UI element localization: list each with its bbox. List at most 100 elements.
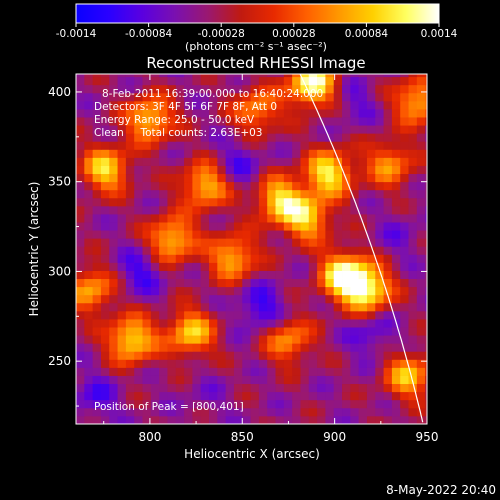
heatmap-cell <box>350 74 360 78</box>
heatmap-cell <box>350 165 360 175</box>
heatmap-cell <box>400 254 409 263</box>
heatmap-cell <box>400 238 409 247</box>
heatmap-cell <box>366 84 376 94</box>
heatmap-cell <box>375 302 384 312</box>
heatmap-cell <box>258 367 268 376</box>
heatmap-cell <box>159 415 168 424</box>
heatmap-cell <box>184 109 193 118</box>
heatmap-cell <box>300 310 310 320</box>
heatmap-cell <box>167 157 177 166</box>
heatmap-cell <box>175 189 185 199</box>
heatmap-cell <box>242 222 251 231</box>
heatmap-cell <box>275 407 285 417</box>
heatmap-cell <box>267 189 276 199</box>
heatmap-cell <box>408 92 418 102</box>
heatmap-cell <box>325 278 335 288</box>
heatmap-cell <box>225 294 235 304</box>
heatmap-cell <box>300 125 310 134</box>
heatmap-cell <box>159 76 168 86</box>
colorbar-tick-label: 0.00028 <box>272 28 315 40</box>
heatmap-cell <box>400 383 409 393</box>
heatmap-cell <box>408 205 418 215</box>
heatmap-cell <box>400 415 409 424</box>
heatmap-cell <box>192 230 202 239</box>
heatmap-cell <box>233 391 243 401</box>
heatmap-cell <box>125 165 135 175</box>
heatmap-cell <box>267 157 276 166</box>
heatmap-cell <box>416 399 426 409</box>
heatmap-cell <box>400 327 409 336</box>
heatmap-cell <box>92 246 102 255</box>
heatmap-cell <box>325 351 335 360</box>
heatmap-cell <box>209 189 218 199</box>
heatmap-cell <box>416 310 426 320</box>
heatmap-cell <box>134 294 143 304</box>
heatmap-cell <box>225 351 235 360</box>
heatmap-cell <box>383 157 393 166</box>
heatmap-cell <box>425 214 427 223</box>
heatmap-cell <box>383 149 393 158</box>
heatmap-cell <box>358 125 368 134</box>
heatmap-cell <box>233 222 243 231</box>
heatmap-cell <box>250 157 260 166</box>
heatmap-cell <box>225 189 235 199</box>
heatmap-cell <box>159 205 168 215</box>
heatmap-cell <box>375 181 384 191</box>
heatmap-cell <box>300 141 310 150</box>
heatmap-cell <box>275 141 285 150</box>
heatmap-cell <box>250 125 260 134</box>
heatmap-cell <box>117 367 127 376</box>
heatmap-cell <box>358 278 368 288</box>
heatmap-cell <box>200 205 210 215</box>
heatmap-cell <box>125 189 135 199</box>
heatmap-cell <box>250 197 260 207</box>
heatmap-cell <box>408 238 418 247</box>
heatmap-cell <box>192 181 202 191</box>
heatmap-cell <box>300 92 310 102</box>
heatmap-cell <box>84 383 94 393</box>
heatmap-cell <box>117 157 127 166</box>
heatmap-cell <box>233 149 243 158</box>
heatmap-cell <box>358 173 368 183</box>
heatmap-cell <box>391 375 401 385</box>
heatmap-cell <box>400 230 409 239</box>
heatmap-cell <box>308 262 318 271</box>
heatmap-cell <box>217 383 227 393</box>
heatmap-cell <box>425 125 427 134</box>
heatmap-cell <box>150 407 160 417</box>
heatmap-cell <box>84 149 94 158</box>
heatmap-cell <box>76 149 85 158</box>
heatmap-cell <box>84 262 94 271</box>
heatmap-cell <box>125 84 135 94</box>
heatmap-cell <box>383 246 393 255</box>
heatmap-cell <box>258 222 268 231</box>
heatmap-cell <box>391 149 401 158</box>
heatmap-cell <box>317 92 326 102</box>
heatmap-cell <box>391 270 401 280</box>
heatmap-cell <box>159 165 168 175</box>
heatmap-cell <box>159 74 168 78</box>
heatmap-cell <box>416 117 426 126</box>
heatmap-cell <box>209 205 218 215</box>
heatmap-cell <box>242 214 251 223</box>
heatmap-cell <box>425 319 427 328</box>
heatmap-cell <box>408 109 418 118</box>
heatmap-cell <box>325 92 335 102</box>
heatmap-cell <box>292 246 301 255</box>
heatmap-cell <box>117 327 127 336</box>
y-tick-label: 300 <box>48 264 71 278</box>
heatmap-cell <box>225 133 235 142</box>
heatmap-cell <box>142 141 152 150</box>
heatmap-cell <box>109 157 118 166</box>
heatmap-cell <box>317 343 326 352</box>
heatmap-cell <box>117 189 127 199</box>
heatmap-cell <box>192 319 202 328</box>
heatmap-cell <box>283 278 293 288</box>
heatmap-cell <box>408 214 418 223</box>
heatmap-cell <box>175 278 185 288</box>
heatmap-cell <box>134 343 143 352</box>
heatmap-cell <box>283 294 293 304</box>
heatmap-cell <box>84 375 94 385</box>
heatmap-cell <box>400 391 409 401</box>
heatmap-cell <box>308 189 318 199</box>
